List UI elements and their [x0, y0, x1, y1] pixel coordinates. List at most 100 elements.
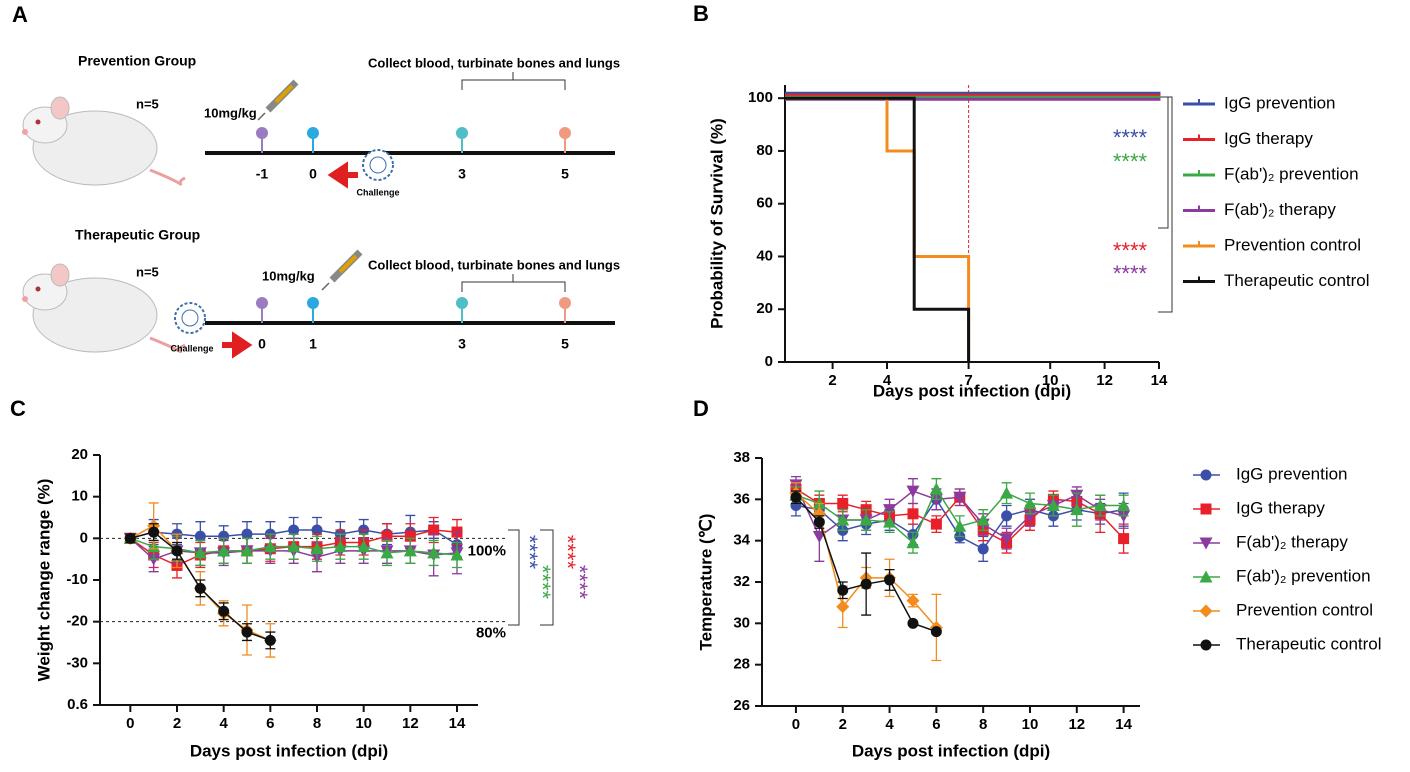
legend-label: Prevention control	[1236, 600, 1373, 619]
marker	[218, 530, 230, 542]
x-tick-label: 7	[964, 372, 972, 389]
marker	[403, 544, 417, 557]
marker	[1117, 499, 1131, 512]
x-tick-label: 12	[1068, 716, 1085, 733]
legend-label: F(ab')₂ therapy	[1224, 200, 1336, 219]
legend-label: Prevention control	[1224, 235, 1361, 254]
marker	[953, 491, 967, 504]
x-tick-label: 2	[839, 716, 847, 733]
y-tick-label: -30	[66, 654, 88, 671]
reference-label: 80%	[476, 625, 506, 642]
challenge-label: Challenge	[170, 343, 213, 353]
dose: 10mg/kg	[204, 105, 257, 120]
marker	[837, 497, 849, 509]
marker	[288, 524, 300, 536]
marker	[883, 504, 897, 517]
legend-label: IgG therapy	[1236, 498, 1325, 517]
marker	[264, 634, 276, 646]
legend-marker	[1199, 570, 1213, 583]
virus-icon	[174, 302, 206, 334]
y-tick-label: -20	[66, 613, 88, 630]
syringe-icon	[257, 79, 299, 121]
y-tick-label: 26	[733, 697, 750, 714]
x-tick-label: 6	[932, 716, 940, 733]
y-tick-label: 32	[733, 573, 750, 590]
collect-note: Collect blood, turbinate bones and lungs	[368, 55, 620, 70]
significance-stars: ****	[517, 535, 542, 570]
marker	[836, 513, 850, 526]
y-tick-label: 20	[756, 300, 773, 317]
marker	[884, 574, 896, 586]
marker	[906, 536, 920, 549]
y-tick-label: 34	[733, 532, 750, 549]
group-n: n=5	[136, 96, 159, 111]
x-tick-label: 6	[266, 715, 274, 732]
mouse-icon	[22, 263, 186, 354]
significance-stars: ****	[1113, 125, 1148, 150]
x-tick-label: 10	[1022, 716, 1039, 733]
legend-label: Therapeutic control	[1236, 634, 1382, 653]
marker	[1000, 533, 1014, 546]
collect-note: Collect blood, turbinate bones and lungs	[368, 257, 620, 272]
significance-stars: ****	[1113, 238, 1148, 263]
marker	[1023, 496, 1037, 509]
significance-stars: ****	[530, 565, 555, 600]
x-tick-label: 4	[219, 715, 228, 732]
survival-line	[785, 96, 971, 362]
legend-marker	[1199, 537, 1213, 550]
marker	[812, 507, 826, 521]
pins	[256, 297, 571, 323]
marker	[148, 526, 160, 538]
timepoint: 3	[458, 166, 466, 182]
x-tick-label: 0	[126, 715, 134, 732]
marker	[1070, 503, 1084, 516]
x-tick-label: 2	[828, 372, 836, 389]
x-tick-label: 4	[885, 716, 894, 733]
legend-label: IgG prevention	[1224, 93, 1336, 112]
marker	[930, 518, 942, 530]
legend-marker	[1200, 503, 1212, 515]
y-axis-title: Temperature (℃)	[696, 514, 715, 651]
marker	[836, 600, 850, 614]
marker	[381, 530, 393, 542]
significance-stars: ****	[1113, 261, 1148, 286]
survival-line	[785, 96, 971, 362]
reference-label: 100%	[468, 542, 506, 559]
marker	[907, 617, 919, 629]
marker	[193, 546, 207, 559]
pins	[256, 127, 571, 153]
marker	[311, 524, 323, 536]
x-axis-title: Days post infection (dpi)	[190, 741, 388, 760]
timepoint: 0	[309, 166, 317, 182]
marker	[790, 500, 802, 512]
legend-marker	[1200, 639, 1212, 651]
marker	[194, 530, 206, 542]
y-tick-label: 0	[80, 529, 88, 546]
marker	[1046, 499, 1060, 512]
y-tick-label: 0	[765, 353, 773, 370]
arrow	[222, 331, 253, 359]
marker	[217, 544, 231, 557]
significance-bracket	[1158, 96, 1173, 313]
x-tick-label: 8	[313, 715, 321, 732]
x-tick-label: 0	[792, 716, 800, 733]
marker	[883, 515, 897, 528]
x-tick-label: 10	[355, 715, 372, 732]
marker	[218, 605, 230, 617]
panel-label: A	[12, 2, 28, 27]
marker	[813, 516, 825, 528]
y-tick-label: 80	[756, 142, 773, 159]
marker	[1093, 499, 1107, 512]
marker	[1000, 486, 1014, 499]
timepoint: 0	[258, 336, 266, 352]
marker	[357, 540, 371, 553]
y-tick-label: 20	[71, 446, 88, 463]
marker	[930, 626, 942, 638]
panel-label: D	[693, 396, 709, 421]
marker	[859, 513, 873, 526]
marker	[929, 482, 943, 495]
bracket	[461, 72, 566, 90]
y-tick-label: 10	[71, 488, 88, 505]
marker	[240, 544, 254, 557]
y-tick-label: 30	[733, 614, 750, 631]
